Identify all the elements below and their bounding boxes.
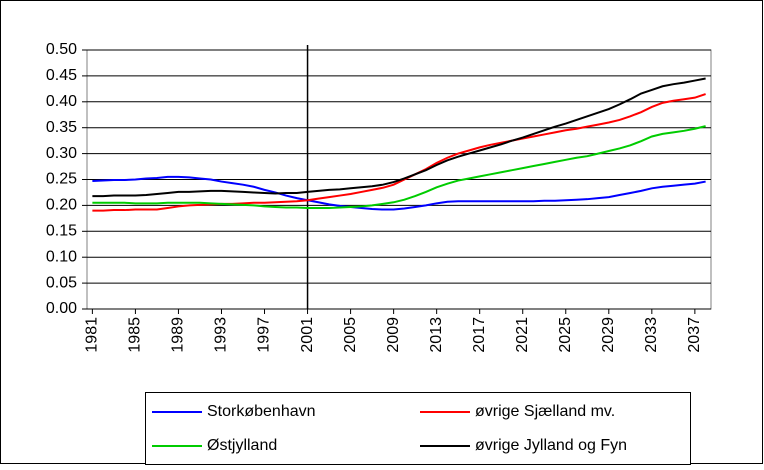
x-tick-label: 2013 bbox=[428, 317, 445, 353]
y-tick-label: 0.25 bbox=[46, 171, 77, 188]
x-tick-label: 2017 bbox=[471, 317, 488, 353]
y-tick-label: 0.20 bbox=[46, 197, 77, 214]
x-tick-label: 1997 bbox=[256, 317, 273, 353]
x-tick-label: 1985 bbox=[127, 317, 144, 353]
y-tick-label: 0.30 bbox=[46, 145, 77, 162]
legend-label: Storkøbenhavn bbox=[207, 403, 316, 420]
legend-label: øvrige Sjælland mv. bbox=[475, 403, 615, 420]
x-tick-label: 1981 bbox=[84, 317, 101, 353]
y-tick-label: 0.40 bbox=[46, 93, 77, 110]
y-tick-label: 0.50 bbox=[46, 41, 77, 58]
series-line bbox=[92, 77, 706, 198]
x-tick-label: 2029 bbox=[600, 317, 617, 353]
legend-label: Østjylland bbox=[207, 437, 277, 454]
x-tick-label: 2001 bbox=[299, 317, 316, 353]
y-tick-label: 0.05 bbox=[46, 274, 77, 291]
series-line bbox=[92, 93, 706, 212]
legend-label: øvrige Jylland og Fyn bbox=[475, 437, 627, 454]
x-tick-label: 2037 bbox=[686, 317, 703, 353]
y-tick-label: 0.10 bbox=[46, 248, 77, 265]
x-tick-label: 1989 bbox=[170, 317, 187, 353]
x-tick-label: 1993 bbox=[213, 317, 230, 353]
series-line bbox=[92, 175, 706, 211]
y-tick-label: 0.35 bbox=[46, 119, 77, 136]
legend-box bbox=[145, 392, 691, 465]
x-tick-label: 2009 bbox=[385, 317, 402, 353]
y-tick-label: 0.00 bbox=[46, 300, 77, 317]
x-tick-label: 2005 bbox=[342, 317, 359, 353]
series-line bbox=[92, 125, 706, 209]
x-tick-label: 2021 bbox=[514, 317, 531, 353]
x-tick-label: 2033 bbox=[643, 317, 660, 353]
y-tick-label: 0.45 bbox=[46, 67, 77, 84]
y-tick-label: 0.15 bbox=[46, 223, 77, 240]
x-tick-label: 2025 bbox=[557, 317, 574, 353]
